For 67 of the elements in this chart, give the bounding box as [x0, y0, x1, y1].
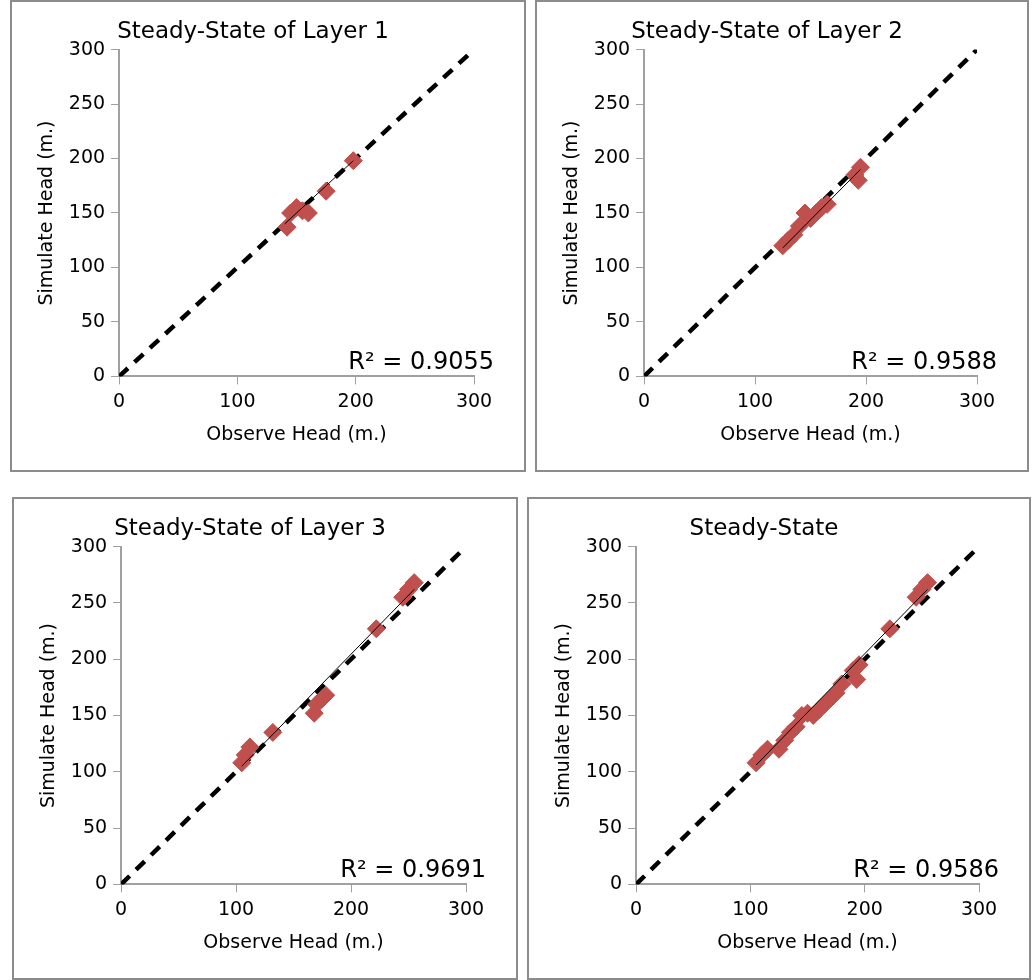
y-tick-label: 100 [585, 758, 623, 781]
y-tick-label: 250 [68, 91, 106, 113]
y-tick-label: 150 [68, 199, 106, 222]
x-tick-label: 200 [846, 896, 883, 919]
y-tick-label: 200 [70, 646, 108, 669]
x-tick-label: 100 [736, 388, 774, 411]
point [918, 573, 938, 593]
annotation: R² = 0.9055 [348, 346, 494, 375]
x-tick-label: 300 [960, 896, 998, 919]
y-axis-title: Simulate Head (m.) [34, 120, 57, 306]
point [343, 151, 363, 171]
y-tick-label: 0 [94, 871, 108, 894]
x-axis-title: Observe Head (m.) [206, 421, 387, 444]
y-tick-label: 100 [593, 254, 631, 277]
y-tick-label: 250 [593, 91, 631, 113]
y-tick-label: 250 [585, 589, 623, 612]
annotation: R² = 0.9588 [851, 346, 997, 375]
x-tick-label: 0 [115, 896, 128, 919]
y-tick-label: 200 [68, 145, 106, 168]
point [263, 722, 283, 742]
point [832, 674, 852, 694]
y-tick-label: 300 [70, 533, 108, 556]
x-tick-label: 200 [332, 896, 370, 919]
x-tick-label: 300 [447, 896, 485, 919]
annotation: R² = 0.9691 [340, 854, 486, 883]
point [850, 157, 870, 177]
chart-title: Steady-State of Layer 2 [631, 16, 903, 43]
y-axis-title: Simulate Head (m.) [559, 120, 582, 306]
y-tick-label: 0 [617, 363, 631, 386]
chart-title: Steady-State of Layer 3 [114, 513, 386, 540]
y-tick-label: 50 [597, 815, 623, 838]
y-tick-label: 200 [585, 646, 623, 669]
y-axis-title: Simulate Head (m.) [36, 622, 59, 809]
y-tick-label: 50 [80, 308, 106, 331]
x-tick-label: 100 [217, 896, 255, 919]
x-tick-label: 200 [337, 388, 374, 411]
y-tick-label: 100 [70, 758, 108, 781]
y-tick-label: 300 [68, 36, 106, 59]
point [240, 737, 260, 757]
y-tick-label: 0 [609, 871, 623, 894]
annotation: R² = 0.9586 [853, 854, 999, 883]
x-tick-label: 100 [732, 896, 769, 919]
chart-title: Steady-State of Layer 1 [117, 16, 389, 43]
y-tick-label: 300 [593, 36, 631, 59]
y-tick-label: 100 [68, 254, 106, 277]
point [277, 217, 297, 237]
y-tick-label: 200 [593, 145, 631, 168]
y-tick-label: 300 [585, 533, 623, 556]
y-tick-label: 150 [593, 199, 631, 222]
point [880, 619, 900, 639]
x-axis-title: Observe Head (m.) [720, 421, 901, 444]
x-tick-label: 300 [958, 388, 996, 411]
y-axis-title: Simulate Head (m.) [551, 622, 574, 809]
x-tick-label: 0 [638, 388, 651, 411]
x-axis-title: Observe Head (m.) [203, 929, 384, 952]
y-tick-label: 150 [70, 702, 108, 725]
chart-title: Steady-State [689, 513, 839, 540]
x-axis-title: Observe Head (m.) [717, 929, 898, 952]
y-tick-label: 150 [585, 702, 623, 725]
y-tick-label: 50 [82, 815, 108, 838]
x-tick-label: 300 [455, 388, 493, 411]
y-tick-label: 250 [70, 589, 108, 612]
y-tick-label: 0 [92, 363, 106, 386]
x-tick-label: 200 [847, 388, 885, 411]
y-tick-label: 50 [605, 308, 631, 331]
x-tick-label: 0 [113, 388, 126, 411]
x-tick-label: 100 [219, 388, 256, 411]
